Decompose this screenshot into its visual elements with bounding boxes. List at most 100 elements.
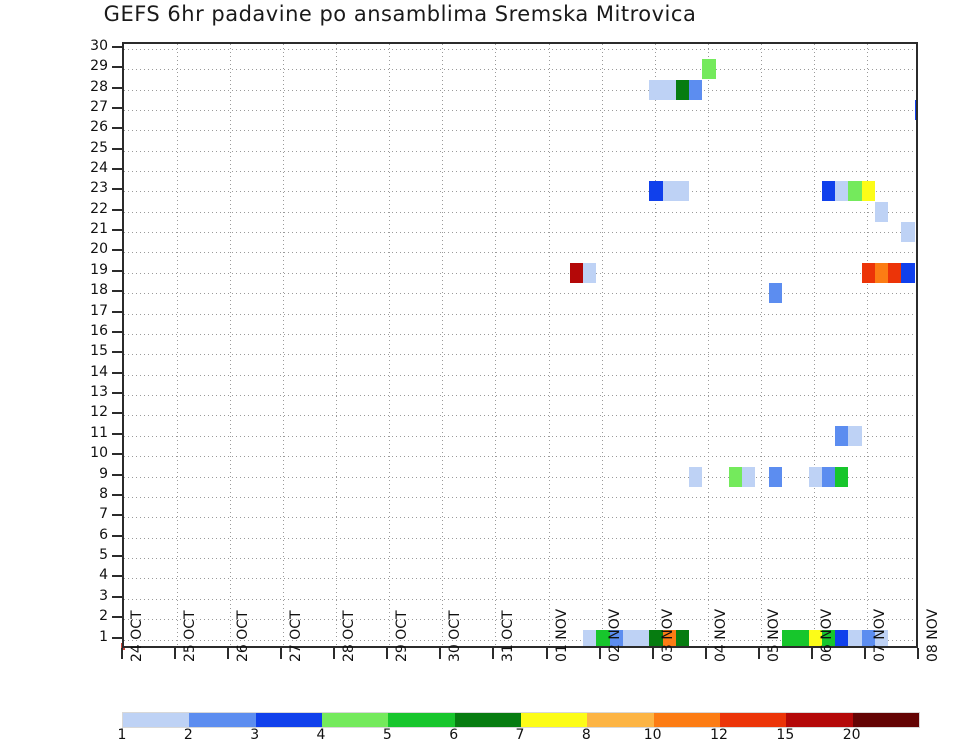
legend-swatch: [587, 713, 654, 727]
y-axis-tick-label: 11: [90, 424, 108, 441]
precip-cell: [675, 79, 690, 100]
y-axis-tick: [112, 432, 124, 435]
gridline-horizontal: [124, 333, 916, 335]
precip-cell: [861, 262, 875, 283]
plot-area: [122, 42, 918, 648]
x-axis-tick-label: 01 NOV: [553, 608, 570, 662]
y-axis-tick: [112, 249, 124, 252]
legend-tick-label: 6: [449, 727, 459, 743]
gridline-horizontal: [124, 69, 916, 71]
y-axis-tick-label: 29: [90, 58, 108, 75]
gridline-vertical: [654, 44, 656, 646]
precip-cell: [795, 629, 809, 646]
gridline-horizontal: [124, 517, 916, 519]
precip-cell: [861, 629, 875, 646]
y-axis-tick: [112, 167, 124, 170]
gridline-horizontal: [124, 191, 916, 193]
y-axis-tick-label: 9: [99, 465, 108, 482]
y-axis-tick-label: 28: [90, 78, 108, 95]
y-axis-tick: [112, 453, 124, 456]
y-axis-tick-label: 17: [90, 302, 108, 319]
y-axis-tick-label: 2: [99, 608, 108, 625]
gridline-vertical: [177, 44, 179, 646]
y-axis-tick-label: 4: [99, 567, 108, 584]
legend-swatch: [321, 713, 389, 727]
y-axis-tick-label: 16: [90, 322, 108, 339]
legend-tick-label: 2: [183, 727, 193, 743]
y-axis-tick-label: 26: [90, 119, 108, 136]
legend-swatch: [852, 713, 919, 727]
precip-cell: [835, 629, 849, 646]
precip-cell: [768, 283, 783, 304]
y-axis-tick: [112, 351, 124, 354]
precip-cell: [689, 466, 703, 487]
y-axis-tick: [112, 371, 124, 374]
precip-cell: [808, 629, 822, 646]
precip-cell: [821, 466, 836, 487]
y-axis-tick: [112, 45, 124, 48]
precip-cell: [821, 181, 836, 202]
y-axis-tick: [112, 473, 124, 476]
precip-cell: [888, 262, 902, 283]
x-axis-tick-label: 05 NOV: [765, 608, 782, 662]
gridline-horizontal: [124, 48, 916, 50]
y-axis-tick: [112, 412, 124, 415]
x-axis-tick-label: 29 OCT: [394, 610, 411, 662]
color-legend-labels: 1 2 3 4 5 6 7 8 10 12 15 20: [118, 727, 918, 743]
legend-tick-label: 12: [710, 727, 728, 743]
precip-cell: [835, 181, 849, 202]
y-axis-tick-label: 22: [90, 200, 108, 217]
y-axis-tick-label: 30: [90, 37, 108, 54]
precip-cell: [609, 629, 623, 646]
x-axis-tick-label: 30 OCT: [447, 610, 464, 662]
y-axis-tick: [112, 208, 124, 211]
gridline-horizontal: [124, 130, 916, 132]
x-axis-tick: [598, 648, 601, 659]
legend-swatch: [189, 713, 256, 727]
x-axis-tick: [545, 648, 548, 659]
y-axis-tick-label: 18: [90, 282, 108, 299]
y-axis-tick-label: 25: [90, 139, 108, 156]
gridline-vertical: [283, 44, 285, 646]
gridline-vertical: [336, 44, 338, 646]
y-axis-tick: [112, 636, 124, 639]
gridline-horizontal: [124, 619, 916, 621]
precip-cell: [569, 262, 584, 283]
gridline-horizontal: [124, 374, 916, 376]
gridline-vertical: [866, 44, 868, 646]
plot-inner-canvas: [124, 44, 916, 646]
x-axis-tick-label: 03 NOV: [659, 608, 676, 662]
y-axis-tick: [112, 290, 124, 293]
y-axis-tick-label: 7: [99, 506, 108, 523]
x-axis-tick: [280, 648, 283, 659]
y-axis-tick: [112, 575, 124, 578]
gridline-horizontal: [124, 415, 916, 417]
x-axis-tick: [917, 648, 919, 659]
precip-cell: [874, 629, 889, 646]
gridline-vertical: [230, 44, 232, 646]
precip-cell: [848, 629, 862, 646]
y-axis-tick: [112, 514, 124, 517]
gridline-vertical: [389, 44, 391, 646]
legend-tick-label: 3: [250, 727, 260, 743]
x-axis-tick-label: 27 OCT: [288, 610, 305, 662]
gridline-horizontal: [124, 170, 916, 172]
x-axis-tick: [333, 648, 336, 659]
x-axis-tick: [810, 648, 813, 659]
precip-cell: [662, 629, 676, 646]
precip-cell: [742, 466, 756, 487]
precip-cell: [636, 629, 650, 646]
precip-cell: [649, 181, 663, 202]
y-axis-tick: [112, 392, 124, 395]
precip-cell: [583, 629, 597, 646]
gridline-horizontal: [124, 456, 916, 458]
gridline-horizontal: [124, 109, 916, 111]
precip-cell: [835, 466, 849, 487]
x-axis-tick: [704, 648, 707, 659]
gridline-horizontal: [124, 395, 916, 397]
gridline-horizontal: [124, 272, 916, 274]
precip-cell: [622, 629, 637, 646]
precip-cell: [874, 262, 889, 283]
precip-cell: [914, 99, 916, 120]
precip-cell: [901, 222, 915, 243]
